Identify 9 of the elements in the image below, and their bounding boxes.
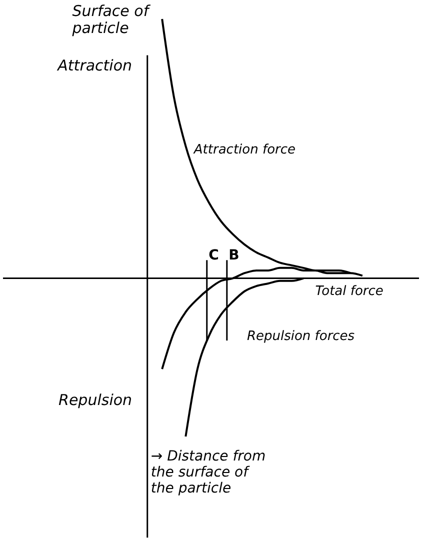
x-axis-title: → Distance from the surface of the particle	[150, 448, 266, 496]
series-label: Attraction force	[192, 142, 296, 158]
annotation: B	[228, 248, 240, 264]
text: Attraction	[56, 56, 132, 75]
annotation: C	[208, 248, 219, 264]
series-label: Total force	[315, 284, 384, 299]
text: Repulsion	[58, 391, 132, 410]
y-axis-title: Surface of particle	[71, 2, 152, 37]
text: Repulsion forces	[246, 329, 355, 344]
